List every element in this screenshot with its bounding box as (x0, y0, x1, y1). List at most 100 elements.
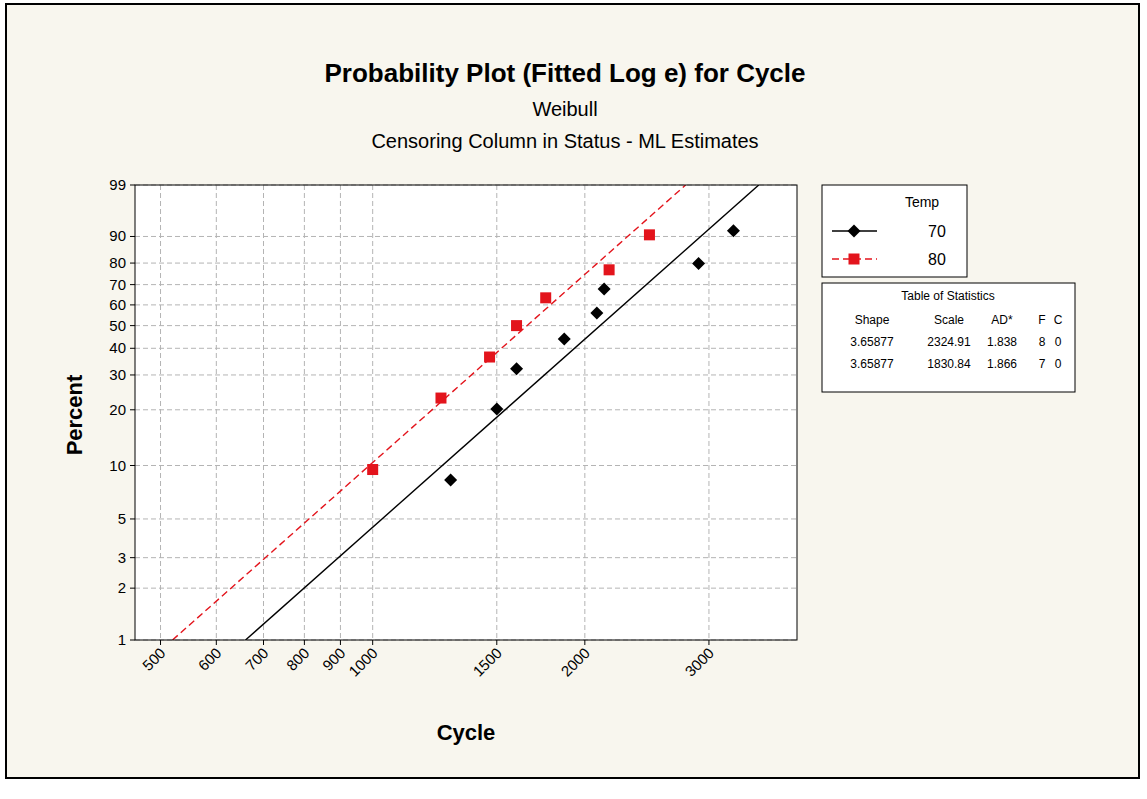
x-tick (372, 640, 373, 645)
data-point (511, 320, 522, 331)
data-point (540, 292, 551, 303)
x-grid-line (304, 185, 305, 640)
y-tick-label: 80 (109, 254, 126, 271)
y-tick (130, 374, 135, 375)
x-tick (584, 640, 585, 645)
legend-label: 70 (928, 223, 946, 240)
data (173, 185, 759, 640)
table-header: Scale (934, 313, 964, 327)
table-cell: 1.866 (987, 357, 1017, 371)
x-grid-line (584, 185, 585, 640)
y-tick (130, 557, 135, 558)
y-axis-label: Percent (62, 374, 87, 455)
x-tick-label: 500 (139, 644, 169, 674)
table-title: Table of Statistics (901, 289, 994, 303)
y-grid-line (135, 236, 797, 237)
y-grid-line (135, 284, 797, 285)
chart: 5006007008009001000150020003000123510203… (0, 0, 1147, 799)
data-point (444, 474, 457, 487)
y-tick (130, 348, 135, 349)
data-point (510, 362, 523, 375)
y-grid-line (135, 374, 797, 375)
table-cell: 3.65877 (850, 335, 894, 349)
x-grid-line (372, 185, 373, 640)
legend-marker (848, 225, 861, 238)
x-tick (708, 640, 709, 645)
legend: Temp7080 (822, 185, 967, 277)
y-tick-label: 60 (109, 296, 126, 313)
data-point (692, 257, 705, 270)
legend-title: Temp (905, 194, 939, 210)
y-tick (130, 518, 135, 519)
axes: 5006007008009001000150020003000123510203… (109, 176, 717, 680)
y-tick-label: 20 (109, 401, 126, 418)
fit-line (173, 185, 686, 640)
title: Probability Plot (Fitted Log e) for Cycl… (324, 58, 805, 88)
fit-line (245, 185, 758, 640)
y-grid-line (135, 588, 797, 589)
x-tick-label: 800 (283, 644, 313, 674)
x-tick-label: 1000 (345, 644, 381, 680)
data-point (490, 402, 503, 415)
data-point (727, 224, 740, 237)
y-grid-line (135, 465, 797, 466)
y-grid-line (135, 557, 797, 558)
table-header: C (1054, 313, 1063, 327)
x-tick (304, 640, 305, 645)
table-cell: 1.838 (987, 335, 1017, 349)
data-point (367, 464, 378, 475)
data-point (484, 352, 495, 363)
y-tick (130, 284, 135, 285)
x-tick (496, 640, 497, 645)
table-cell: 2324.91 (927, 335, 971, 349)
x-grid-line (216, 185, 217, 640)
y-tick (130, 325, 135, 326)
y-tick-label: 3 (118, 549, 126, 566)
y-tick-label: 30 (109, 366, 126, 383)
x-tick-label: 600 (195, 644, 225, 674)
data-point (435, 393, 446, 404)
x-tick (160, 640, 161, 645)
data-point (644, 229, 655, 240)
legend-marker (849, 254, 860, 265)
y-grid-line (135, 409, 797, 410)
table-cell: 8 (1039, 335, 1046, 349)
table-header: F (1038, 313, 1045, 327)
x-tick-label: 2000 (557, 644, 593, 680)
y-tick-label: 50 (109, 317, 126, 334)
table-cell: 7 (1039, 357, 1046, 371)
x-axis-label: Cycle (437, 720, 496, 745)
table-header: AD* (991, 313, 1013, 327)
x-tick-label: 1500 (469, 644, 505, 680)
plot-area (135, 185, 797, 640)
y-tick-label: 40 (109, 339, 126, 356)
x-tick (216, 640, 217, 645)
y-tick (130, 185, 135, 186)
table-header: Shape (855, 313, 890, 327)
x-grid-line (263, 185, 264, 640)
y-tick-label: 70 (109, 276, 126, 293)
x-tick-label: 3000 (681, 644, 717, 680)
y-tick-label: 10 (109, 457, 126, 474)
data-point (604, 264, 615, 275)
y-tick (130, 304, 135, 305)
x-tick-label: 900 (319, 644, 349, 674)
x-tick (340, 640, 341, 645)
table-cell: 0 (1055, 357, 1062, 371)
y-tick (130, 409, 135, 410)
y-grid-line (135, 304, 797, 305)
y-grid-line (135, 518, 797, 519)
y-tick-label: 99 (109, 176, 126, 193)
x-grid-line (340, 185, 341, 640)
subtitle: Censoring Column in Status - ML Estimate… (371, 130, 758, 152)
table-cell: 1830.84 (927, 357, 971, 371)
y-tick (130, 588, 135, 589)
legend-box (822, 185, 967, 277)
outer-frame (6, 4, 1139, 778)
y-tick-label: 5 (118, 510, 126, 527)
y-tick (130, 465, 135, 466)
x-tick (263, 640, 264, 645)
data-point (590, 307, 603, 320)
page-background (0, 0, 1147, 799)
y-tick (130, 236, 135, 237)
